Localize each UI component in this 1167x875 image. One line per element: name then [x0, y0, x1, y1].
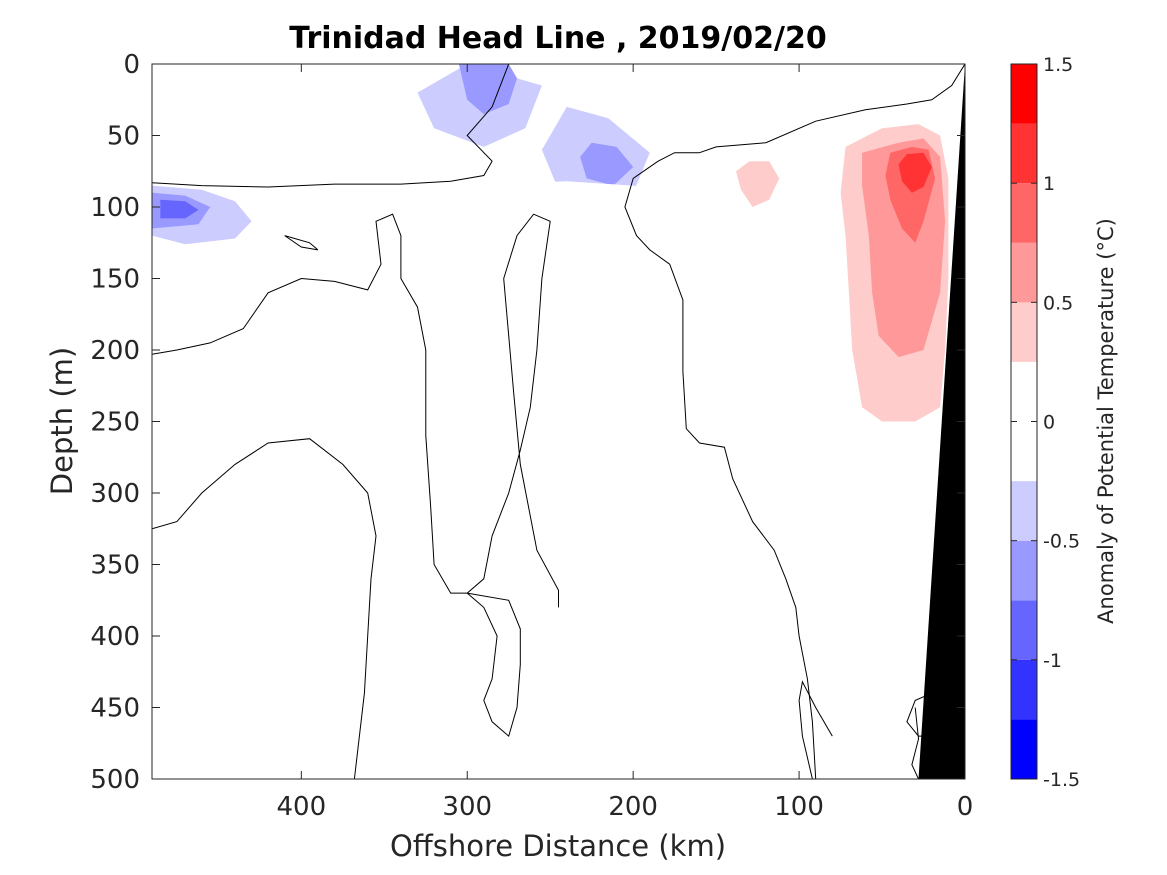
y-tick-label: 350 [90, 551, 140, 581]
seafloor-land-mask [918, 64, 965, 779]
y-tick-label: 50 [107, 122, 140, 152]
x-tick-label: 300 [442, 792, 492, 822]
colorbar-segment-7 [1011, 242, 1037, 303]
zero-contour-line-0 [152, 64, 510, 188]
colorbar-segment-6 [1011, 302, 1037, 362]
colorbar-segment-0 [1011, 719, 1037, 779]
zero-contour-line-6 [798, 680, 833, 779]
contour-region-0 [152, 64, 965, 186]
y-tick-label: 500 [90, 765, 140, 795]
y-tick-label: 450 [90, 694, 140, 724]
contour-region-4 [580, 142, 634, 186]
zero-contour-line-3 [152, 213, 559, 608]
y-tick-label: 250 [90, 408, 140, 438]
contour-region-3 [458, 64, 517, 115]
colorbar-segment-4 [1011, 481, 1037, 541]
plot-area [152, 64, 965, 779]
contour-fill-regions [152, 64, 965, 779]
chart-title: Trinidad Head Line , 2019/02/20 [289, 21, 826, 56]
x-axis-title: Offshore Distance (km) [390, 829, 726, 863]
x-axis: 400 300 200 100 0 [277, 64, 974, 822]
contour-region-5 [152, 178, 717, 273]
y-tick-label: 150 [90, 265, 140, 295]
y-tick-label: 400 [90, 622, 140, 652]
colorbar-segment-3 [1011, 540, 1037, 601]
colorbar-segment-2 [1011, 600, 1037, 660]
contour-region-12 [409, 164, 443, 179]
colorbar-tick-label: 1.5 [1043, 54, 1073, 76]
x-tick-label: 200 [608, 792, 658, 822]
colorbar-segment-9 [1011, 123, 1037, 184]
colorbar-segment-10 [1011, 64, 1037, 124]
y-tick-label: 0 [123, 50, 140, 80]
contour-region-8 [160, 199, 199, 219]
contour-region-14 [736, 161, 780, 207]
colorbar-tick-label: -1.5 [1043, 769, 1080, 791]
contour-region-9 [218, 607, 343, 779]
colorbar-tick-label: 0 [1043, 412, 1055, 434]
zero-contour-line-1 [699, 64, 965, 154]
zero-contour-line-2 [624, 152, 817, 779]
colorbar-tick-label: 0.5 [1043, 292, 1073, 314]
zero-contour-line-5 [466, 592, 521, 737]
colorbar-ticks: -1.5 -1 -0.5 0 0.5 1 1.5 [1011, 54, 1080, 791]
x-tick-label: 100 [774, 792, 824, 822]
x-tick-label: 400 [277, 792, 327, 822]
colorbar-tick-label: -0.5 [1043, 531, 1080, 553]
colorbar [1011, 64, 1037, 779]
contour-region-11 [152, 121, 310, 176]
colorbar-title: Anomaly of Potential Temperature (°C) [1094, 218, 1118, 624]
y-tick-label: 100 [90, 193, 140, 223]
colorbar-segment-1 [1011, 659, 1037, 720]
colorbar-segment-8 [1011, 183, 1037, 243]
contour-region-19 [898, 152, 932, 193]
zero-contour-line-4 [152, 438, 377, 779]
zero-contour-lines [152, 64, 965, 779]
x-tick-label: 0 [957, 792, 974, 822]
y-axis: 0 50 100 150 200 250 300 350 400 450 500 [90, 50, 965, 795]
contour-region-10 [347, 607, 381, 665]
y-tick-label: 200 [90, 336, 140, 366]
colorbar-tick-label: -1 [1043, 650, 1062, 672]
zero-contour-line-9 [284, 235, 319, 251]
y-tick-label: 300 [90, 479, 140, 509]
colorbar-tick-label: 1 [1043, 173, 1055, 195]
zero-contour-line-8 [911, 707, 920, 779]
y-axis-title: Depth (m) [45, 347, 79, 495]
contour-region-13 [661, 146, 800, 779]
